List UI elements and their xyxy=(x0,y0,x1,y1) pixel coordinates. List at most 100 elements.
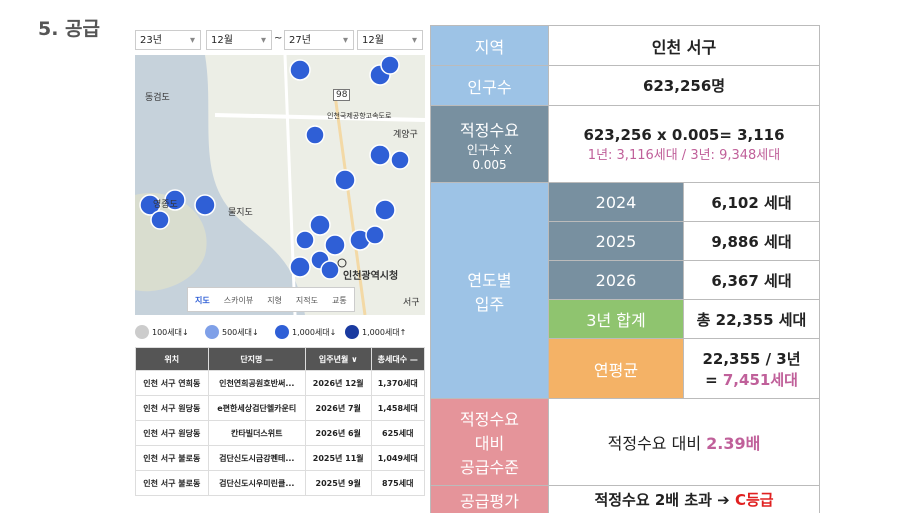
map-canvas xyxy=(135,55,425,315)
legend-item: 100세대↓ xyxy=(135,325,189,339)
complex-table: 위치 단지명 — 입주년월 ∨ 총세대수 — 인천 서구 연희동 인천연희공원호반써..… xyxy=(135,347,425,496)
table-cell: 1,458세대 xyxy=(370,395,425,421)
label-line: 대비 xyxy=(474,434,505,453)
value-line: 적정수요 대비 2.39배 xyxy=(608,430,761,454)
text: 적정수요 대비 xyxy=(607,434,707,453)
legend-label: 1,000세대↑ xyxy=(362,327,407,337)
label-cell: 3년 합계 xyxy=(548,299,684,339)
label-cell: 적정수요 인구수 X 0.005 xyxy=(430,105,549,183)
map-control[interactable]: 지형 xyxy=(267,296,282,305)
label-line: 연도별 xyxy=(467,270,512,290)
table-cell: 2026년 7월 xyxy=(304,395,372,421)
dropdown[interactable]: 27년 xyxy=(284,30,354,51)
table-cell: 인천 서구 원당동 xyxy=(135,395,209,421)
column-header: 총세대수 — xyxy=(370,347,425,371)
table-cell: e편한세상검단헬카운티 xyxy=(207,395,306,421)
table-cell: 2026년 6월 xyxy=(304,420,372,446)
slide-title: 5. 공급 xyxy=(38,18,101,40)
table-cell: 2026년 12월 xyxy=(304,370,372,396)
value-line: 22,355 / 3년 xyxy=(702,349,801,368)
legend-label: 1,000세대↓ xyxy=(292,327,337,337)
label-cell: 공급평가 xyxy=(430,485,549,513)
table-cell: 인천 서구 불로동 xyxy=(135,445,209,471)
label-cell: 2025 xyxy=(548,221,684,261)
value-cell: 623,256 x 0.005= 3,116 1년: 3,116세대 / 3년:… xyxy=(548,105,820,183)
label-line: 입주 xyxy=(474,294,505,314)
detail: 1년: 3,116세대 / 3년: 9,348세대 xyxy=(587,147,781,163)
table-cell: 1,370세대 xyxy=(370,370,425,396)
table-row: 인천 서구 원당동 칸타빌더스위트 2026년 6월 625세대 xyxy=(135,420,425,446)
label-cell: 인구수 xyxy=(430,65,549,106)
text: 적정수요 2배 초과 ➔ xyxy=(594,491,735,509)
legend-item: 500세대↓ xyxy=(205,325,259,339)
table-cell: 인천 서구 연희동 xyxy=(135,370,209,396)
map-label: 영종도 xyxy=(153,200,178,210)
dropdown[interactable]: 12월 xyxy=(357,30,423,51)
map-control[interactable]: 지적도 xyxy=(295,296,319,305)
map-control[interactable]: 스카이뷰 xyxy=(223,296,254,305)
map-label: 인천광역시청 xyxy=(343,271,399,282)
text: = xyxy=(705,370,723,389)
map-label: 계양구 xyxy=(393,130,418,140)
range-sep: ~ xyxy=(274,33,283,44)
map-controls: 지도 스카이뷰 지형 지적도 교통 xyxy=(187,287,355,312)
value-cell: 적정수요 대비 2.39배 xyxy=(548,398,820,486)
value-cell: 9,886 세대 xyxy=(683,221,820,261)
map-label: 서구 xyxy=(403,298,420,308)
table-body: 인천 서구 연희동 인천연희공원호반써... 2026년 12월 1,370세대 인천 … xyxy=(135,370,425,496)
formula: 623,256 x 0.005= 3,116 xyxy=(583,125,785,144)
table-cell: 칸타빌더스위트 xyxy=(207,420,306,446)
label-cell: 2026 xyxy=(548,260,684,300)
table-row: 인천 서구 연희동 인천연희공원호반써... 2026년 12월 1,370세대 xyxy=(135,370,425,396)
label-line: 공급수준 xyxy=(460,458,519,477)
value-cell: 총 22,355 세대 xyxy=(683,299,820,339)
map-label: 동검도 xyxy=(145,93,170,103)
label-cell: 지역 xyxy=(430,25,549,66)
table-cell: 검단신도시우미린클... xyxy=(207,470,306,496)
value-cell: 22,355 / 3년 = 7,451세대 xyxy=(683,338,820,399)
dropdown[interactable]: 12월 xyxy=(206,30,272,51)
label-cell: 2024 xyxy=(548,182,684,222)
map[interactable]: 동검도 영종도 물지도 계양구 인천광역시청 서구 98 인천국제공항고속도로 … xyxy=(135,55,425,315)
column-header: 입주년월 ∨ xyxy=(304,347,372,371)
map-label: 물지도 xyxy=(228,208,253,218)
table-header: 위치 단지명 — 입주년월 ∨ 총세대수 — xyxy=(135,347,425,371)
table-cell: 1,049세대 xyxy=(370,445,425,471)
table-cell: 인천 서구 불로동 xyxy=(135,470,209,496)
column-header: 단지명 — xyxy=(207,347,306,371)
legend-label: 500세대↓ xyxy=(222,327,259,337)
table-cell: 2025년 11월 xyxy=(304,445,372,471)
table-cell: 인천연희공원호반써... xyxy=(207,370,306,396)
value-cell: 623,256명 xyxy=(548,65,820,106)
label-line: 0.005 xyxy=(472,157,507,172)
highlight: C등급 xyxy=(734,491,774,509)
value-cell: 6,367 세대 xyxy=(683,260,820,300)
label-cell: 연도별 입주 xyxy=(430,182,549,399)
label-line: 적정수요 xyxy=(460,120,519,140)
value-cell: 인천 서구 xyxy=(548,25,820,66)
value-cell: 6,102 세대 xyxy=(683,182,820,222)
legend-item: 1,000세대↓ xyxy=(275,325,336,339)
label-line: 인구수 X xyxy=(466,142,513,157)
highlight: 7,451세대 xyxy=(722,370,798,389)
table-cell: 875세대 xyxy=(370,470,425,496)
label-cell: 연평균 xyxy=(548,338,684,399)
table-row: 인천 서구 불로동 검단신도시금강펜테... 2025년 11월 1,049세대 xyxy=(135,445,425,471)
value-cell: 적정수요 2배 초과 ➔ C등급 xyxy=(548,485,820,513)
column-header: 위치 xyxy=(135,347,209,371)
table-cell: 검단신도시금강펜테... xyxy=(207,445,306,471)
map-control[interactable]: 지도 xyxy=(195,296,210,305)
value-line: = 7,451세대 xyxy=(705,369,798,390)
map-control[interactable]: 교통 xyxy=(332,296,347,305)
table-cell: 인천 서구 원당동 xyxy=(135,420,209,446)
table-row: 인천 서구 불로동 검단신도시우미린클... 2025년 9월 875세대 xyxy=(135,470,425,496)
highlight: 2.39배 xyxy=(706,434,761,453)
map-label: 98 xyxy=(333,89,351,101)
table-cell: 625세대 xyxy=(370,420,425,446)
dropdown[interactable]: 23년 xyxy=(135,30,201,51)
table-row: 인천 서구 원당동 e편한세상검단헬카운티 2026년 7월 1,458세대 xyxy=(135,395,425,421)
table-cell: 2025년 9월 xyxy=(304,470,372,496)
legend-label: 100세대↓ xyxy=(152,327,189,337)
label-line: 적정수요 xyxy=(460,410,519,429)
